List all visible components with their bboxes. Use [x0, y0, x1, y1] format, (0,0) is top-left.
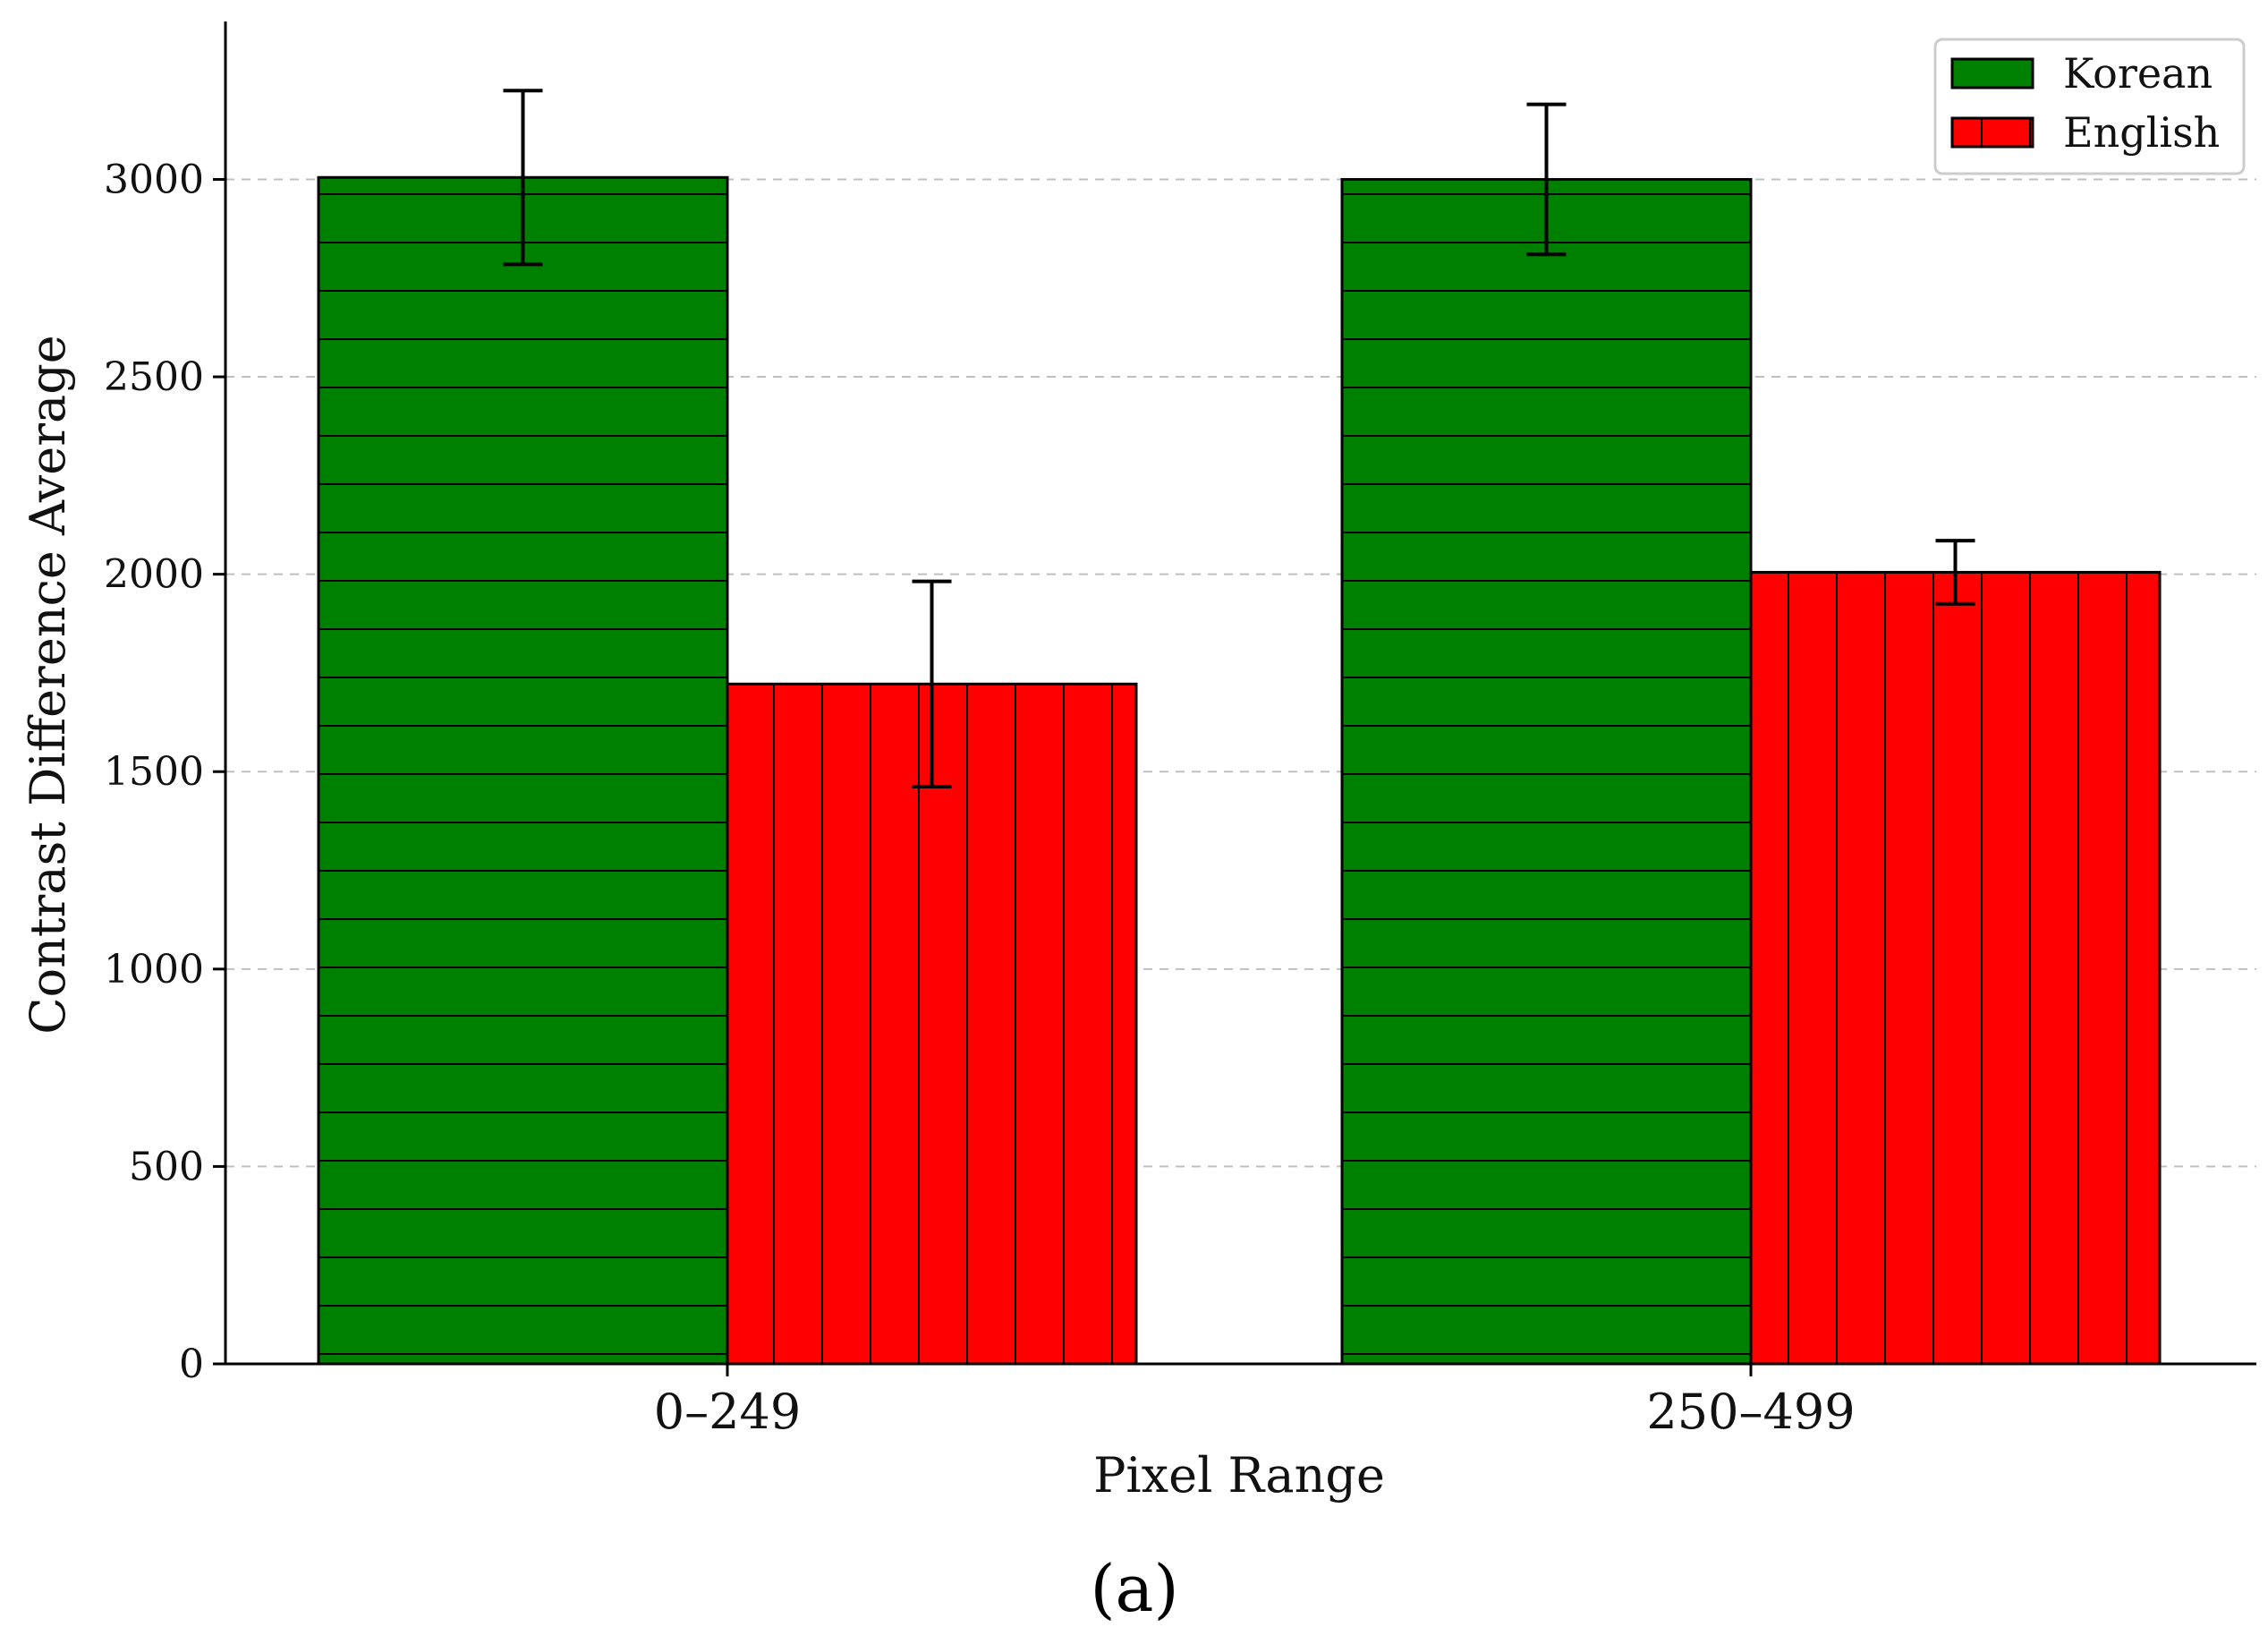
figure-caption: (a): [1090, 1551, 1178, 1626]
y-tick-label-2500: 2500: [104, 354, 204, 400]
y-tick-label-0: 0: [179, 1342, 204, 1387]
legend-label-english: English: [2063, 108, 2220, 157]
y-tick-label-1000: 1000: [104, 947, 204, 992]
y-tick-label-500: 500: [129, 1144, 204, 1189]
legend-swatch-korean-hatch: [1952, 59, 2033, 88]
legend-swatch-english-hatch: [1952, 118, 2033, 147]
bar-hatch-korean-1: [1342, 179, 1751, 1364]
y-tick-label-1500: 1500: [104, 749, 204, 795]
x-tick-label-1: 250–499: [1646, 1384, 1855, 1440]
x-axis-title: Pixel Range: [1093, 1447, 1385, 1503]
legend-label-korean: Korean: [2063, 49, 2213, 98]
bars: [317, 175, 2162, 1366]
bar-hatch-korean-0: [319, 177, 727, 1365]
y-axis-title: Contrast Difference Average: [20, 335, 76, 1035]
y-tick-label-3000: 3000: [104, 157, 204, 202]
legend: Korean English: [1933, 38, 2246, 175]
x-tick-label-0: 0–249: [654, 1384, 801, 1440]
error-bars: [503, 89, 1975, 788]
bar-hatch-english-1: [1751, 572, 2160, 1364]
bar-hatch-english-0: [727, 684, 1136, 1364]
axes: 0 500 1000 1500 2000 2500 3000 0–249 250–499: [104, 21, 2256, 1440]
y-tick-label-2000: 2000: [104, 552, 204, 598]
